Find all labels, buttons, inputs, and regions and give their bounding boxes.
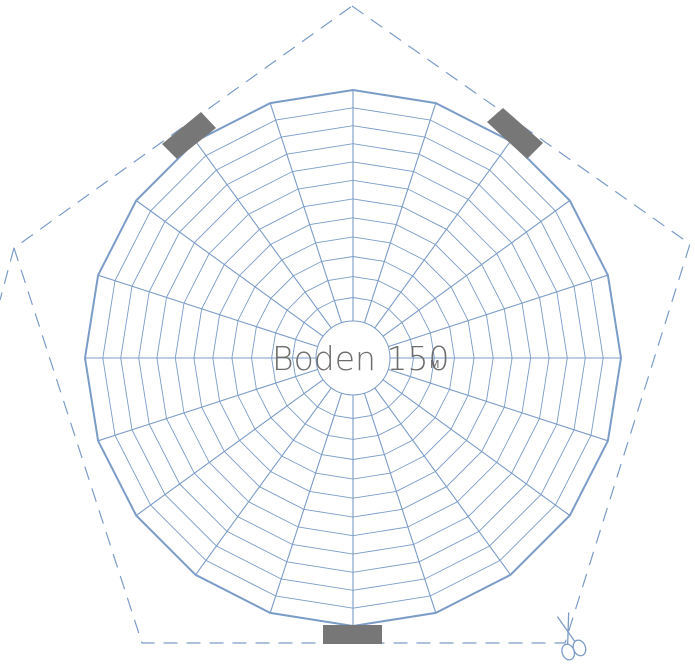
size-suffix: M [430, 358, 440, 371]
grid-spoke [363, 393, 437, 614]
grid-spoke [374, 387, 511, 576]
grid-spoke [374, 140, 511, 329]
grid-spoke [97, 368, 318, 442]
grid-spoke [382, 200, 571, 337]
tab-top-left [162, 112, 216, 159]
grid-spoke [195, 387, 332, 576]
scissors-icon [556, 612, 587, 661]
grid-spoke [363, 102, 437, 323]
grid-spoke [388, 368, 609, 442]
grid-spoke [388, 274, 609, 348]
cut-outline [13, 5, 691, 644]
grid-spoke [269, 102, 343, 323]
pattern-title: Boden 150 [272, 339, 449, 378]
grid-spoke [97, 274, 318, 348]
tab-top-right [487, 108, 543, 159]
grid-spoke [135, 200, 324, 337]
grid-spoke [135, 379, 324, 516]
cut-guide-left [0, 247, 15, 301]
grid-spoke [269, 393, 343, 614]
grid-spoke [195, 140, 332, 329]
tab-bottom [323, 625, 382, 644]
grid-spoke [382, 379, 571, 516]
